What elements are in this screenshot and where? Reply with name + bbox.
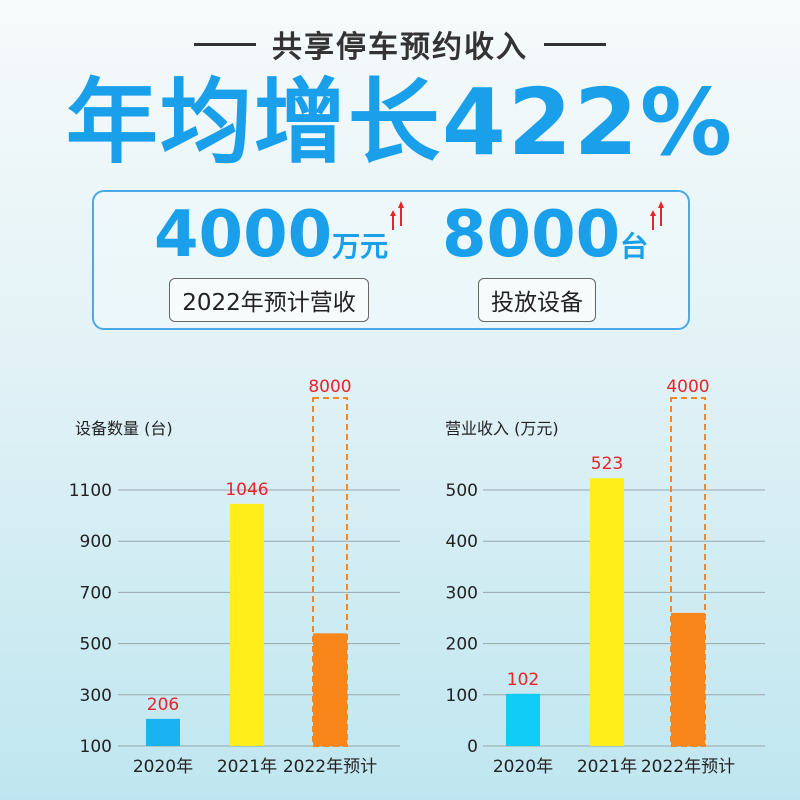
y-tick-label: 100 xyxy=(80,737,112,757)
y-tick-label: 300 xyxy=(446,583,478,603)
bar xyxy=(671,612,705,746)
y-tick-label: 300 xyxy=(80,686,112,706)
x-tick-label: 2021年 xyxy=(577,757,637,777)
bar xyxy=(590,478,624,746)
header-line-right xyxy=(544,42,606,46)
header-line-left xyxy=(194,42,256,46)
y-tick-label: 100 xyxy=(446,686,478,706)
y-tick-label: 200 xyxy=(446,635,478,655)
stat-revenue-value-row: 4000万元 xyxy=(154,194,405,276)
bar-value-label: 523 xyxy=(591,454,623,474)
stat-revenue-number: 4000 xyxy=(154,198,333,272)
y-tick-label: 1100 xyxy=(69,481,112,501)
header-subtitle-row: 共享停车预约收入 xyxy=(0,22,800,66)
y-tick-label: 500 xyxy=(80,635,112,655)
bar xyxy=(230,503,264,746)
chart-ylabel: 营业收入 (万元) xyxy=(445,419,559,438)
x-tick-label: 2021年 xyxy=(217,757,277,777)
headline: 年均增长422% xyxy=(65,69,735,176)
header-subtitle: 共享停车预约收入 xyxy=(272,30,528,65)
bar xyxy=(313,633,347,746)
bar xyxy=(506,693,540,746)
projected-bar-outline xyxy=(312,397,348,747)
stat-devices-unit: 台 xyxy=(620,230,649,263)
y-tick-label: 700 xyxy=(80,583,112,603)
stat-devices: 8000台 投放设备 xyxy=(442,194,665,322)
y-tick-label: 500 xyxy=(446,481,478,501)
stat-devices-label: 投放设备 xyxy=(478,278,596,322)
stat-devices-number: 8000 xyxy=(442,198,621,272)
arrow-up-icon xyxy=(650,201,665,230)
y-tick-label: 0 xyxy=(467,737,478,757)
projected-bar-outline xyxy=(670,397,706,747)
y-tick-label: 900 xyxy=(80,532,112,552)
stat-revenue: 4000万元 2022年预计营收 xyxy=(154,194,405,322)
chart-ylabel: 设备数量 (台) xyxy=(75,419,173,438)
x-tick-label: 2020年 xyxy=(133,757,193,777)
y-tick-label: 400 xyxy=(446,532,478,552)
x-tick-label: 2022年预计 xyxy=(641,757,735,777)
bar-value-label: 102 xyxy=(507,670,539,690)
bar-value-label: 4000 xyxy=(666,377,709,397)
bar xyxy=(146,718,180,746)
bar-value-label: 206 xyxy=(147,695,179,715)
stats-panel: 4000万元 2022年预计营收 8000台 投放设备 xyxy=(92,190,690,330)
stat-revenue-label: 2022年预计营收 xyxy=(169,278,369,322)
x-tick-label: 2020年 xyxy=(493,757,553,777)
stat-devices-value-row: 8000台 xyxy=(442,194,665,276)
arrow-up-icon xyxy=(390,201,405,230)
bar-value-label: 1046 xyxy=(225,480,268,500)
bar-value-label: 8000 xyxy=(308,377,351,397)
x-tick-label: 2022年预计 xyxy=(283,757,377,777)
stat-revenue-unit: 万元 xyxy=(332,230,389,263)
